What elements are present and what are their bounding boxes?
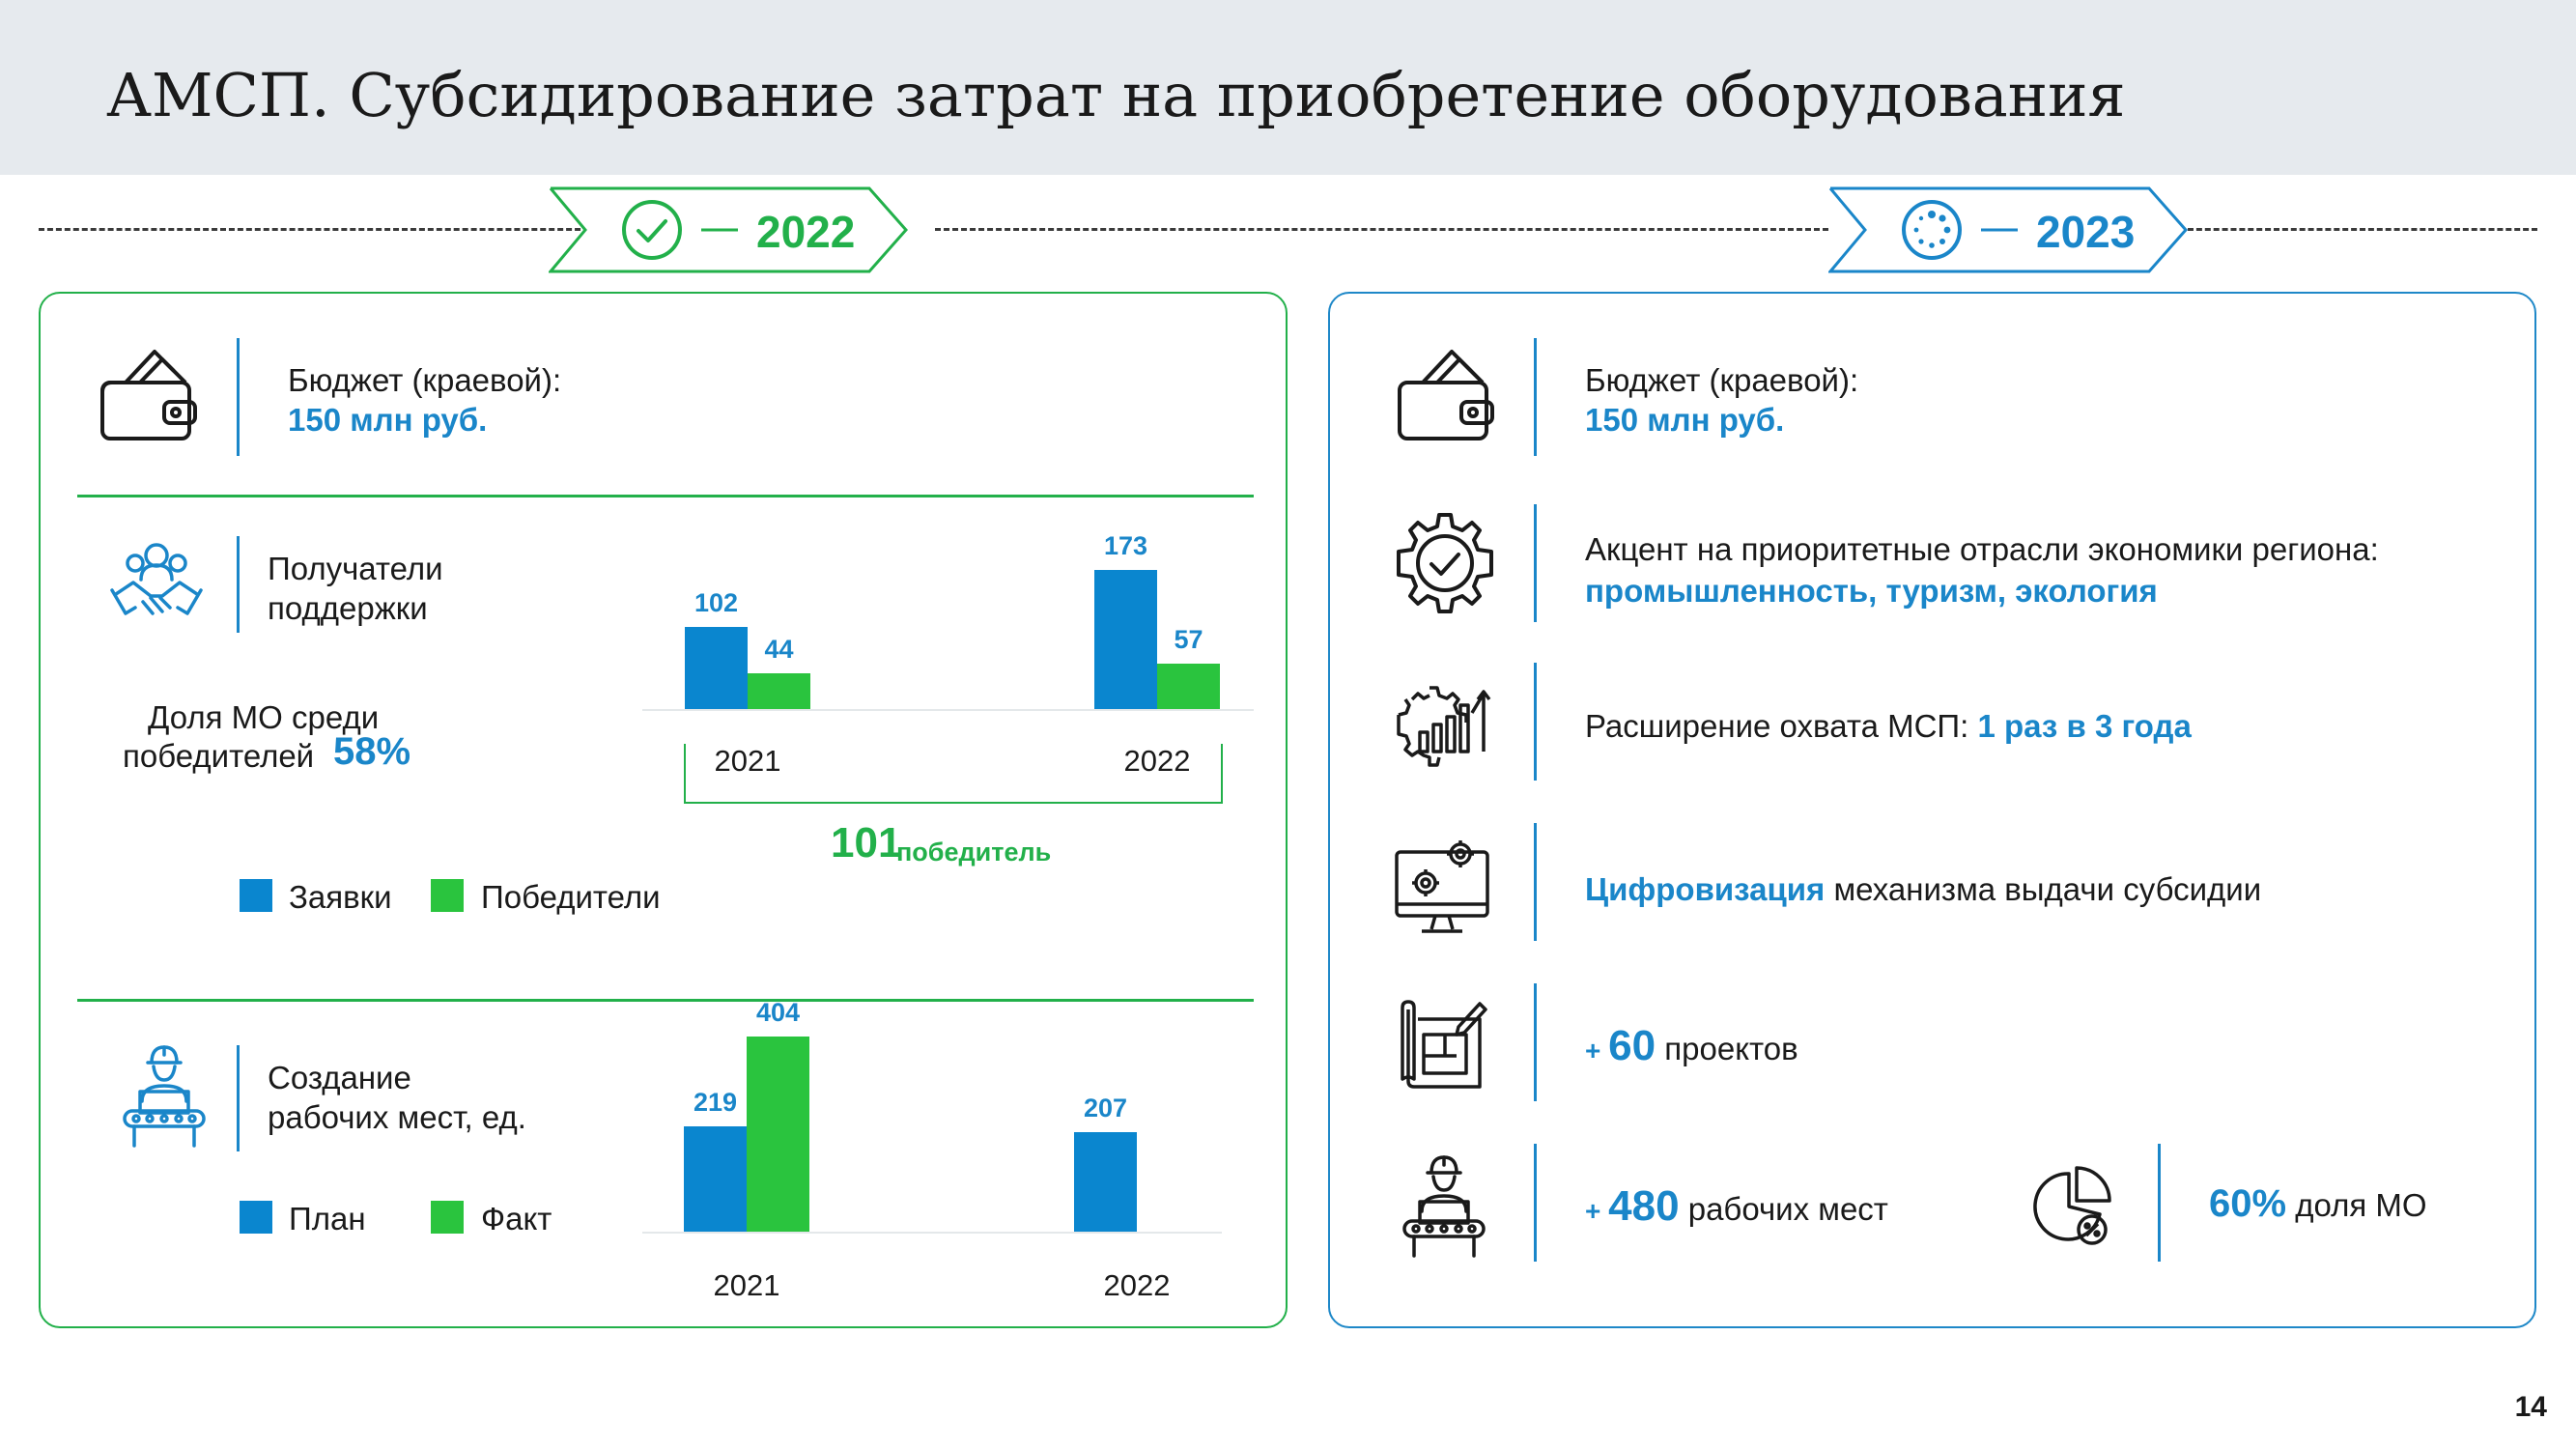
worker-conveyor-icon	[121, 1041, 208, 1150]
bar-value-label: 219	[693, 1087, 738, 1117]
recipients-label-1: Получатели	[268, 551, 443, 586]
bar-series2-2021	[747, 1037, 809, 1232]
chart-baseline	[642, 709, 1254, 711]
divider-line	[1534, 983, 1537, 1101]
jobs-label-2: рабочих мест, ед.	[268, 1099, 526, 1135]
gear-check-icon	[1391, 509, 1499, 617]
blueprint-icon	[1399, 998, 1489, 1089]
divider-line	[1534, 338, 1537, 456]
year-2022-label: 2022	[756, 207, 856, 257]
x-axis-tick-label: 2022	[1123, 744, 1191, 778]
header-bar: АМСП. Субсидирование затрат на приобрете…	[0, 0, 2576, 175]
pie-percent-icon	[2032, 1164, 2115, 1247]
bar-series1-2022	[1094, 570, 1157, 709]
handshake-people-icon	[108, 536, 205, 633]
divider-line	[1534, 504, 1537, 622]
legend-applications-swatch	[240, 879, 272, 912]
divider-line	[237, 1045, 240, 1151]
projects-label: проектов	[1656, 1031, 1798, 1066]
arrow-frame-icon	[549, 186, 908, 273]
computer-gears-icon	[1393, 838, 1495, 935]
legend-fact-label: Факт	[481, 1201, 552, 1236]
accent-value: промышленность, туризм, экология	[1585, 573, 2158, 609]
legend-plan-swatch	[240, 1201, 272, 1234]
bar-series1-2022	[1074, 1131, 1137, 1232]
divider-line	[1534, 663, 1537, 781]
year-badge-2023: 2023	[1828, 186, 2188, 273]
digital-label: механизма выдачи субсидии	[1825, 871, 2262, 907]
divider-line	[237, 536, 240, 633]
digital-value: Цифровизация	[1585, 871, 1826, 907]
bar-series2-2021	[748, 673, 810, 709]
jobs-row: + 480 рабочих мест	[1585, 1185, 1888, 1232]
legend-winners-swatch	[431, 879, 464, 912]
x-axis-tick-label: 2021	[714, 744, 781, 778]
winners-bracket	[684, 744, 1223, 804]
jobs-label: рабочих мест	[1679, 1191, 1888, 1227]
mo-share-value: 58%	[333, 730, 411, 773]
year-badge-2022: 2022	[549, 186, 908, 273]
coverage-row: Расширение охвата МСП: 1 раз в 3 года	[1585, 706, 2192, 747]
timeline-dash-right	[2188, 228, 2537, 231]
mo-share-label-1: Доля МО среди	[148, 699, 380, 735]
jobs-label-1: Создание	[268, 1060, 411, 1095]
bar-value-label: 404	[755, 998, 801, 1027]
bar-series1-2021	[684, 1125, 747, 1232]
budget-value-2023: 150 млн руб.	[1585, 402, 1785, 438]
budget-label-2023: Бюджет (краевой):	[1585, 362, 1859, 398]
wallet-icon	[1394, 344, 1500, 445]
divider-line	[1534, 823, 1537, 941]
divider-line	[1534, 1144, 1537, 1262]
worker-conveyor-icon	[1401, 1151, 1487, 1260]
gear-growth-chart-icon	[1391, 684, 1491, 767]
timeline-dash-left	[39, 228, 589, 231]
budget-label: Бюджет (краевой):	[288, 362, 562, 398]
projects-value: 60	[1608, 1022, 1656, 1069]
panel-2023	[1328, 292, 2536, 1328]
winners-number: 101	[831, 819, 902, 867]
legend-fact-swatch	[431, 1201, 464, 1234]
bar-series1-2021	[685, 627, 748, 709]
section-divider	[77, 999, 1254, 1002]
chart-baseline	[642, 1232, 1222, 1234]
legend-winners-label: Победители	[481, 879, 661, 915]
accent-label: Акцент на приоритетные отрасли экономики…	[1585, 531, 2379, 567]
coverage-value: 1 раз в 3 года	[1977, 708, 2192, 744]
wallet-icon	[97, 344, 203, 445]
jobs-value: 480	[1608, 1182, 1680, 1230]
recipients-label-2: поддержки	[268, 590, 428, 626]
arrow-frame-icon	[1828, 186, 2188, 273]
page-title: АМСП. Субсидирование затрат на приобрете…	[106, 60, 2126, 130]
legend-applications-label: Заявки	[289, 879, 392, 915]
bar-value-label: 207	[1083, 1093, 1128, 1122]
projects-row: + 60 проектов	[1585, 1025, 1798, 1071]
bar-series2-2022	[1157, 663, 1220, 709]
x-axis-tick-label: 2022	[1103, 1268, 1171, 1302]
bar-value-label: 44	[764, 635, 794, 665]
x-axis-tick-label: 2021	[713, 1268, 780, 1302]
budget-value: 150 млн руб.	[288, 402, 488, 438]
digital-row: Цифровизация механизма выдачи субсидии	[1585, 869, 2261, 910]
year-2023-label: 2023	[2036, 207, 2136, 257]
mo-share-2023-value: 60%	[2209, 1182, 2287, 1225]
projects-prefix: +	[1585, 1036, 1609, 1065]
section-divider	[77, 495, 1254, 497]
winners-label: победитель	[896, 838, 1052, 867]
bar-value-label: 173	[1103, 531, 1148, 561]
mo-share-2023-label: доля МО	[2286, 1187, 2427, 1223]
bar-value-label: 57	[1174, 624, 1203, 654]
divider-line	[2158, 1144, 2161, 1262]
coverage-label: Расширение охвата МСП:	[1585, 708, 1978, 744]
legend-plan-label: План	[289, 1201, 366, 1236]
mo-share-label-2: победителей	[123, 738, 315, 774]
timeline-dash-middle	[935, 228, 1828, 231]
page-number: 14	[2514, 1391, 2547, 1423]
bar-value-label: 102	[694, 588, 739, 618]
divider-line	[237, 338, 240, 456]
mo-share-row: 60% доля МО	[2209, 1183, 2427, 1226]
jobs-prefix: +	[1585, 1196, 1609, 1226]
